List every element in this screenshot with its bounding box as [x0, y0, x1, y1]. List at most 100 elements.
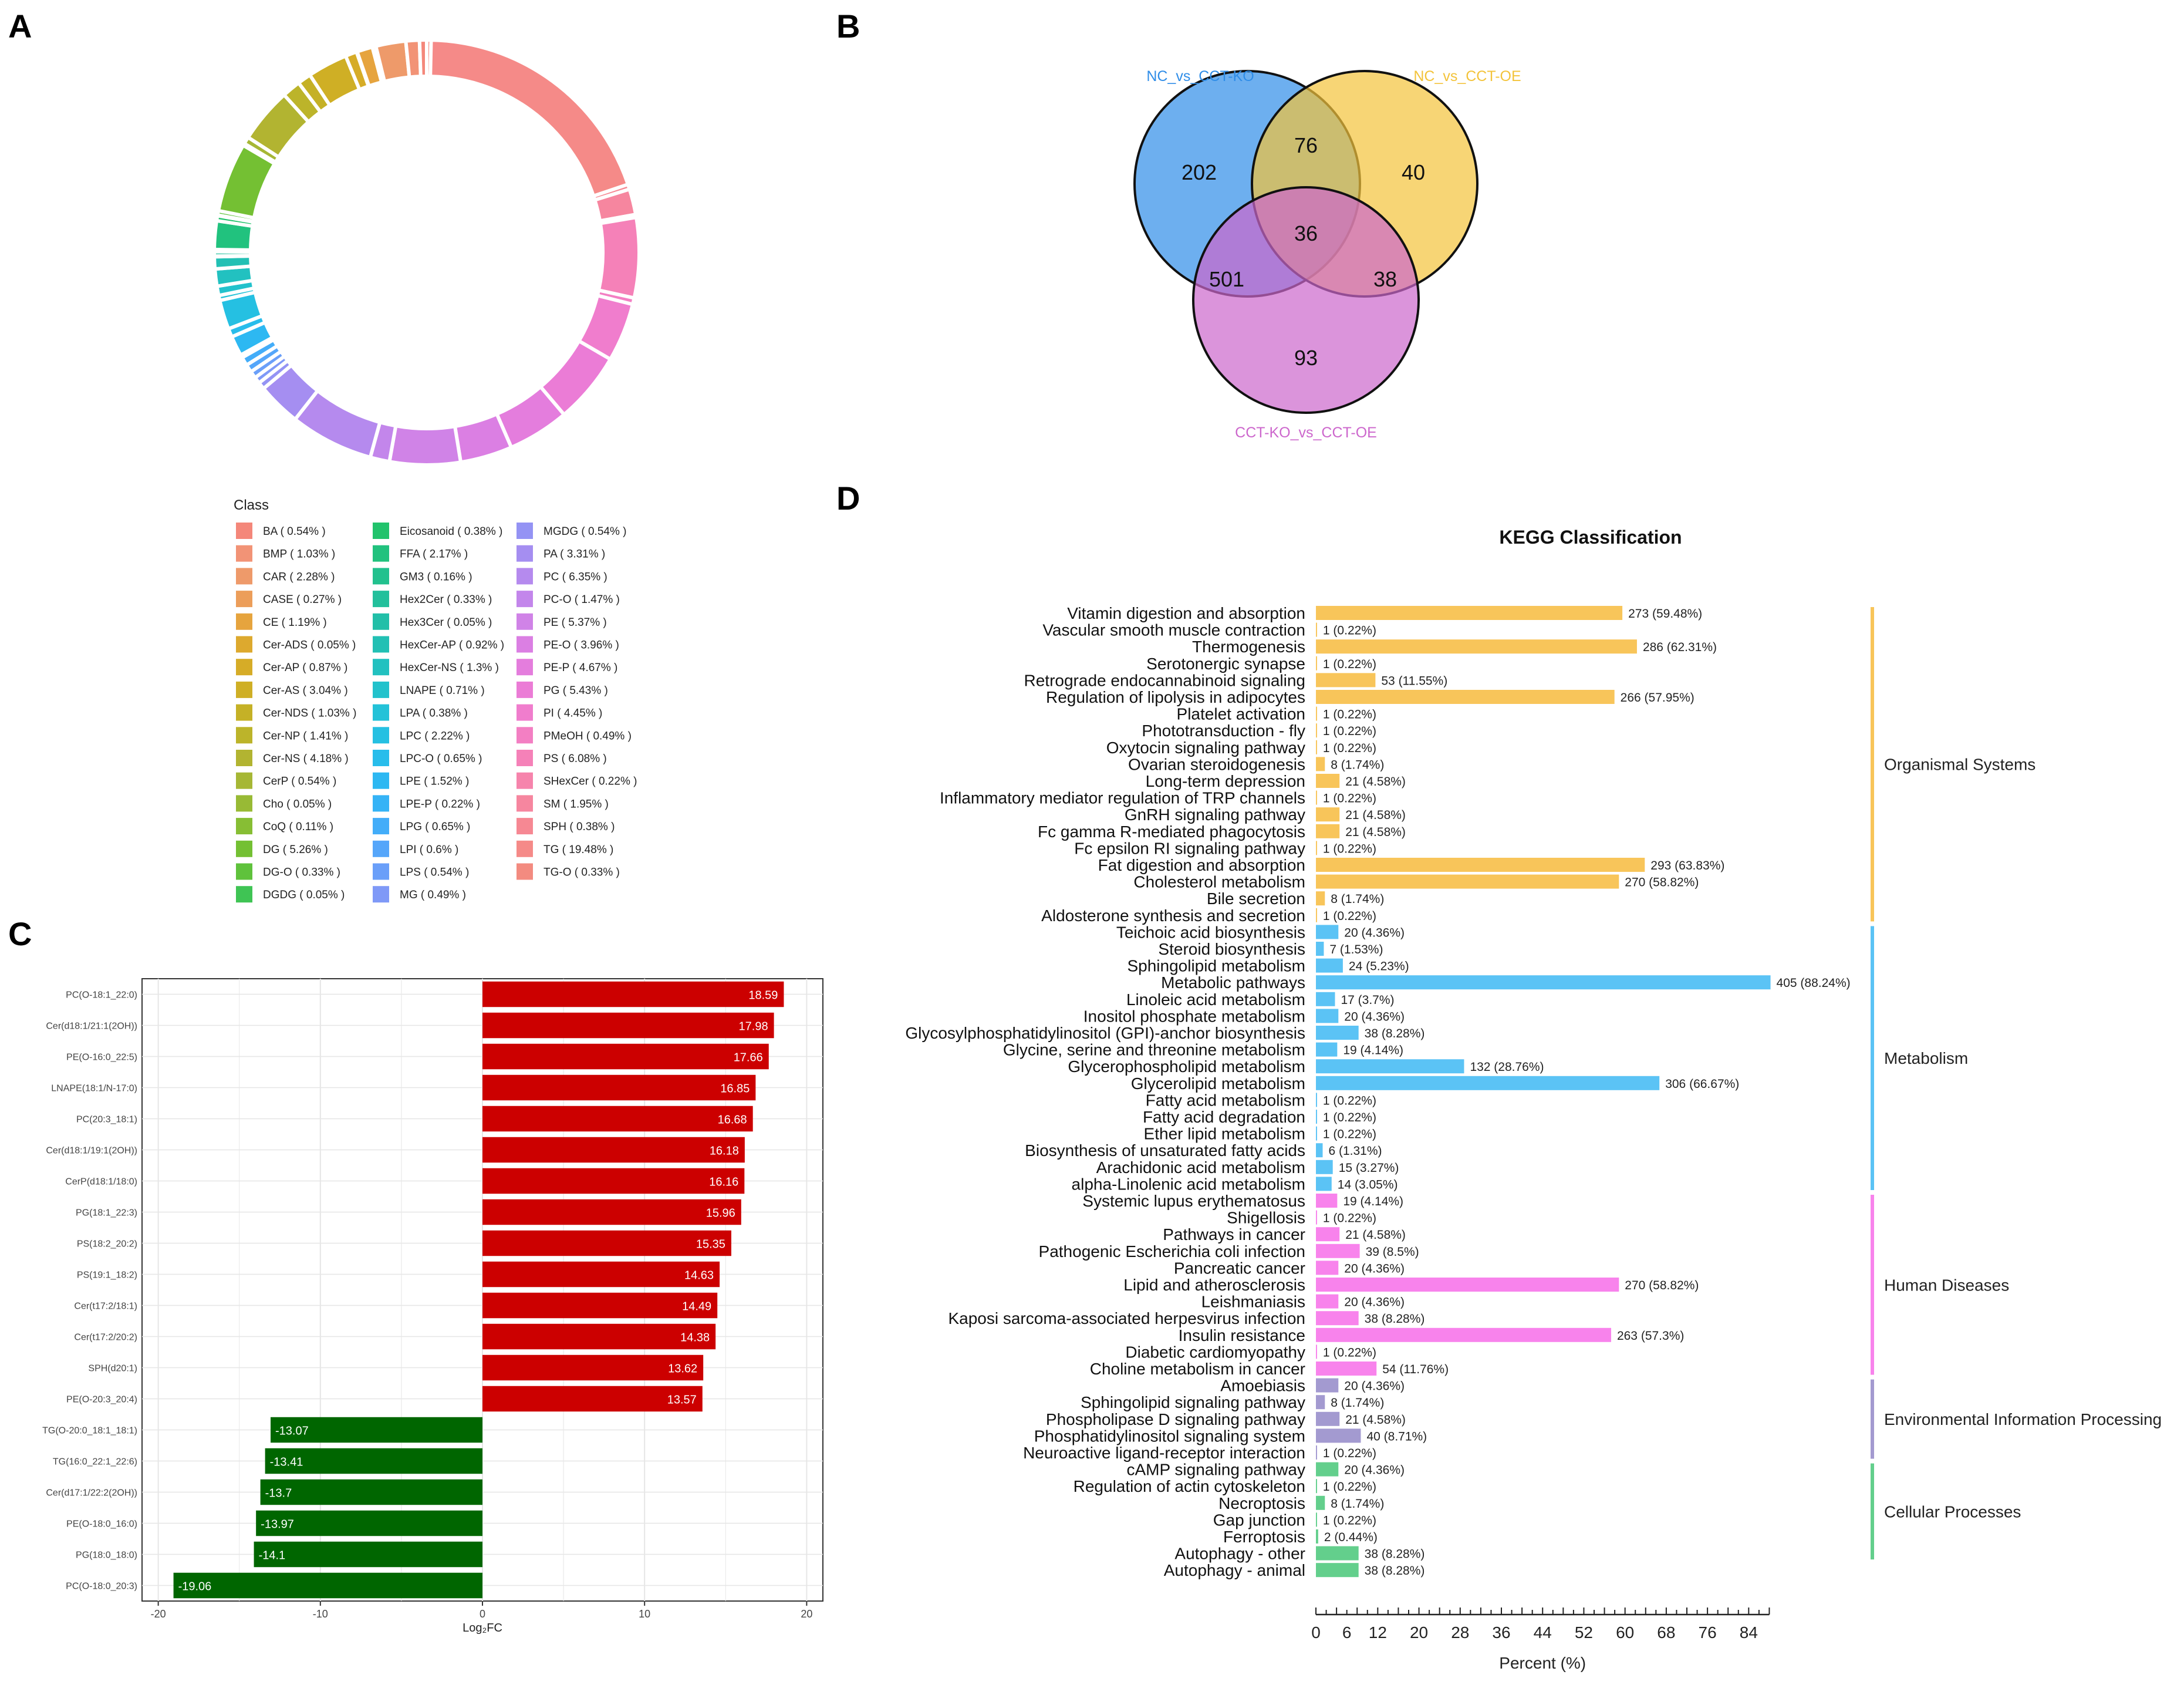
bar [482, 1199, 741, 1225]
bar [482, 1043, 769, 1070]
bar [1316, 1327, 1611, 1342]
category-label: Necroptosis [1218, 1494, 1305, 1512]
legend-swatch [236, 591, 252, 608]
legend-label: BA ( 0.54% ) [263, 525, 326, 538]
bar [482, 1292, 718, 1319]
bar [1316, 1512, 1317, 1527]
value-label: -19.06 [178, 1580, 212, 1593]
bar [482, 1012, 774, 1039]
value-label: 14.38 [680, 1332, 710, 1344]
legend-swatch [517, 750, 533, 766]
value-label: 273 (59.48%) [1628, 607, 1702, 621]
venn-count: 38 [1373, 267, 1397, 291]
bar [1316, 1428, 1361, 1443]
group-bracket [1871, 1379, 1874, 1459]
bar [1316, 1378, 1339, 1393]
bar [1316, 740, 1317, 754]
legend-swatch [517, 727, 533, 744]
legend-label: SM ( 1.95% ) [544, 798, 609, 810]
value-label: 20 (4.36%) [1344, 1380, 1405, 1393]
group-label: Organismal Systems [1884, 756, 2036, 774]
legend-swatch [517, 545, 533, 562]
legend-label: LPA ( 0.38% ) [400, 707, 468, 720]
category-label: Biosynthesis of unsaturated fatty acids [1025, 1141, 1305, 1160]
category-label: Diabetic cardiomyopathy [1125, 1343, 1305, 1361]
value-label: 1 (0.22%) [1323, 1212, 1376, 1225]
category-label: Inflammatory mediator regulation of TRP … [940, 789, 1305, 807]
legend-label: LPE ( 1.52% ) [400, 776, 469, 788]
legend-label: Cer-AP ( 0.87% ) [263, 662, 347, 674]
x-tick-label: 36 [1492, 1623, 1510, 1642]
x-tick-label: -10 [313, 1608, 328, 1620]
category-label: Leishmaniasis [1201, 1293, 1305, 1311]
legend-label: PA ( 3.31% ) [544, 548, 605, 561]
value-label: 38 (8.28%) [1365, 1548, 1425, 1561]
group-bracket [1871, 1195, 1874, 1375]
category-label: PC(O-18:1_22:0) [66, 990, 137, 1000]
category-label: Cer(d18:1/21:1(2OH)) [46, 1022, 137, 1032]
value-label: 16.16 [709, 1176, 738, 1189]
category-label: Fat digestion and absorption [1098, 856, 1305, 874]
legend-swatch [236, 636, 252, 653]
legend-label: Cer-AS ( 3.04% ) [263, 685, 348, 697]
category-label: Glycine, serine and threonine metabolism [1003, 1041, 1305, 1059]
legend-label: PC-O ( 1.47% ) [544, 594, 620, 606]
legend-swatch [236, 704, 252, 721]
legend-label: HexCer-AP ( 0.92% ) [400, 639, 504, 652]
legend-swatch [236, 750, 252, 766]
bar [1316, 992, 1335, 1006]
value-label: 18.59 [748, 989, 778, 1002]
value-label: 19 (4.14%) [1343, 1195, 1403, 1208]
legend-label: PS ( 6.08% ) [544, 753, 607, 765]
x-tick-label: 12 [1369, 1623, 1387, 1642]
bar [1316, 1445, 1317, 1460]
bar [1316, 1261, 1339, 1275]
category-label: Kaposi sarcoma-associated herpesvirus in… [948, 1309, 1305, 1327]
legend-label: MGDG ( 0.54% ) [544, 525, 626, 538]
legend-label: Hex3Cer ( 0.05% ) [400, 616, 492, 629]
category-label: Regulation of actin cytoskeleton [1074, 1477, 1305, 1495]
category-label: Cer(d17:1/22:2(2OH)) [46, 1488, 137, 1498]
bar [1316, 1026, 1359, 1040]
value-label: 1 (0.22%) [1323, 742, 1376, 755]
value-label: 1 (0.22%) [1323, 624, 1376, 638]
bar [1316, 807, 1340, 822]
category-label: Vitamin digestion and absorption [1067, 604, 1305, 622]
legend-swatch [517, 840, 533, 857]
value-label: 21 (4.58%) [1345, 775, 1406, 788]
category-label: PC(O-18:0_20:3) [66, 1582, 137, 1592]
donut-slice [387, 423, 463, 467]
bar [482, 981, 784, 1007]
value-label: 16.85 [720, 1083, 750, 1096]
value-label: 1 (0.22%) [1323, 658, 1376, 671]
category-label: Sphingolipid metabolism [1127, 957, 1305, 975]
value-label: 7 (1.53%) [1329, 943, 1383, 956]
bar [1316, 925, 1339, 939]
legend-label: SHexCer ( 0.22% ) [544, 776, 637, 788]
legend-swatch [517, 659, 533, 676]
value-label: 21 (4.58%) [1345, 1413, 1406, 1427]
legend-label: DG-O ( 0.33% ) [263, 867, 340, 879]
legend-label: SPH ( 0.38% ) [544, 821, 615, 833]
value-label: 20 (4.36%) [1344, 1262, 1405, 1275]
value-label: -13.97 [261, 1518, 294, 1531]
category-label: PS(19:1_18:2) [77, 1271, 137, 1280]
value-label: 1 (0.22%) [1323, 1111, 1376, 1124]
legend-label: TG ( 19.48% ) [544, 844, 613, 856]
donut-slice [596, 215, 641, 301]
bar [1316, 1227, 1340, 1242]
legend-label: TG-O ( 0.33% ) [544, 867, 620, 879]
value-label: 20 (4.36%) [1344, 1464, 1405, 1477]
legend-swatch [373, 772, 389, 789]
value-label: 270 (58.82%) [1625, 1279, 1699, 1292]
bar [482, 1074, 756, 1101]
value-label: 16.68 [718, 1114, 747, 1127]
category-label: Platelet activation [1177, 705, 1305, 723]
bar [1316, 1076, 1660, 1090]
value-label: 1 (0.22%) [1323, 1094, 1376, 1107]
bar [1316, 1495, 1325, 1510]
category-label: Vascular smooth muscle contraction [1042, 621, 1305, 639]
legend-swatch [373, 681, 389, 698]
bar [1316, 874, 1619, 889]
legend-swatch [236, 863, 252, 880]
